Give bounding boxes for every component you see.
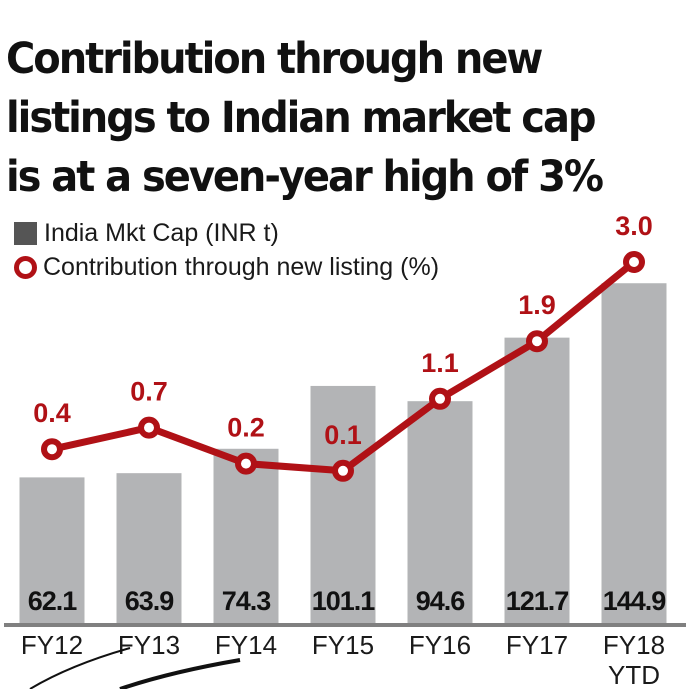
bar-fy16 [407,401,473,623]
line-value-label: 1.9 [518,290,556,320]
bar-value-label: 94.6 [416,586,466,616]
line-value-label: 0.4 [33,398,71,428]
decorative-strokes [29,647,241,689]
bar-value-label: 121.7 [506,586,569,616]
x-tick-label: FY14 [215,630,277,660]
legend-label-market-cap: India Mkt Cap (INR t) [44,218,279,247]
bar-value-label: 101.1 [312,586,376,616]
bar-fy12 [19,477,85,623]
legend-label-contribution: Contribution through new listing (%) [43,252,440,281]
decorative-stroke [29,647,131,689]
line-point-marker [235,452,257,475]
line-point-marker [623,251,645,273]
line-value-label: 1.1 [421,348,459,378]
line-value-label: 0.2 [227,413,265,443]
bar-fy18-ytd [601,283,667,623]
line-value-label: 0.7 [130,377,168,407]
line-point-marker [429,387,451,410]
line-point-marker [526,330,548,353]
x-tick-label: YTD [608,660,660,689]
bar-value-label: 63.9 [125,586,175,616]
decorative-stroke [119,658,241,689]
line-point-marker [41,438,63,461]
x-tick-label: FY18 [603,630,665,660]
legend-line-marker-icon [14,255,37,279]
chart-title: Contribution through new listings to Ind… [6,34,604,202]
bar-fy14 [213,448,279,623]
line-value-label: 3.0 [615,211,653,241]
legend-bar-swatch-icon [14,221,37,245]
line-point-marker [332,459,354,482]
bar-value-label: 62.1 [28,586,78,616]
bar-fy13 [116,473,182,623]
bar-value-label: 144.9 [603,586,667,616]
bar-value-label: 74.3 [222,586,272,616]
legend: India Mkt Cap (INR t) Contribution throu… [14,216,439,284]
legend-item-contribution: Contribution through new listing (%) [14,250,439,284]
x-tick-label: FY17 [506,630,568,660]
x-tick-label: FY12 [21,630,83,660]
legend-item-market-cap: India Mkt Cap (INR t) [14,216,439,250]
line-value-label: 0.1 [324,420,362,450]
x-tick-label: FY15 [312,630,374,660]
x-tick-label: FY13 [118,630,180,660]
line-point-marker [138,416,160,439]
bar-fy15 [310,385,376,623]
x-tick-label: FY16 [409,630,471,660]
bar-fy17 [504,337,570,623]
